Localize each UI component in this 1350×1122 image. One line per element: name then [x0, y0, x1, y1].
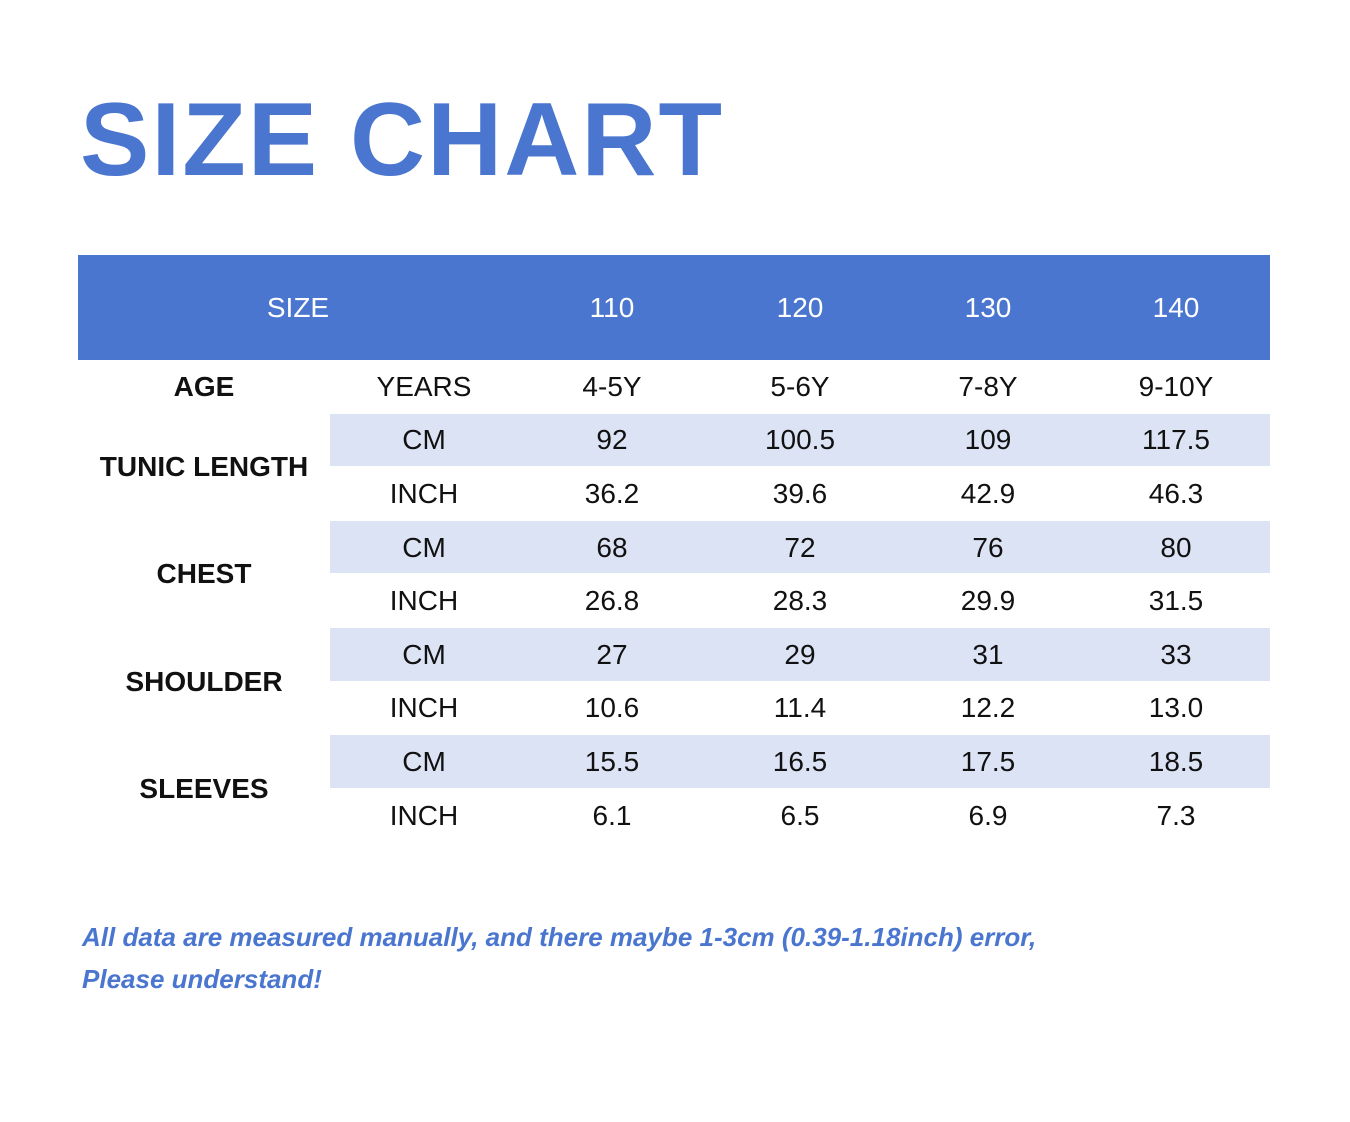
value-cell: 18.5 — [1148, 745, 1204, 777]
value-cell: 6.5 — [780, 799, 820, 831]
value-cell: 33 — [1160, 638, 1192, 670]
header-cell: 110 — [589, 291, 635, 323]
unit-cell: INCH — [389, 799, 459, 831]
unit-cell: CM — [402, 531, 446, 563]
value-cell: 15.5 — [584, 745, 640, 777]
unit-cell: CM — [402, 424, 446, 456]
row-shade — [330, 413, 1270, 467]
value-cell: 6.1 — [592, 799, 632, 831]
row-shade — [330, 735, 1270, 788]
value-cell: 109 — [964, 424, 1012, 456]
header-cell: 130 — [964, 291, 1012, 323]
value-cell: 42.9 — [960, 477, 1016, 509]
value-cell: 76 — [972, 531, 1004, 563]
row-label: SLEEVES — [139, 772, 269, 804]
value-cell: 17.5 — [960, 745, 1016, 777]
value-cell: 31.5 — [1148, 585, 1204, 617]
unit-cell: CM — [402, 745, 446, 777]
value-cell: 7.3 — [1156, 799, 1196, 831]
value-cell: 9-10Y — [1138, 370, 1214, 402]
value-cell: 100.5 — [764, 424, 836, 456]
row-shade — [330, 520, 1270, 574]
value-cell: 27 — [596, 638, 628, 670]
value-cell: 46.3 — [1148, 477, 1204, 509]
value-cell: 72 — [784, 531, 816, 563]
value-cell: 28.3 — [772, 585, 828, 617]
unit-cell: INCH — [389, 692, 459, 724]
value-cell: 6.9 — [968, 799, 1008, 831]
row-label: CHEST — [156, 558, 252, 590]
unit-cell: YEARS — [376, 370, 472, 402]
value-cell: 29 — [784, 638, 816, 670]
value-cell: 13.0 — [1148, 692, 1204, 724]
unit-cell: INCH — [389, 477, 459, 509]
header-cell: 120 — [776, 291, 824, 323]
value-cell: 31 — [972, 638, 1004, 670]
note-line: All data are measured manually, and ther… — [82, 922, 1037, 952]
value-cell: 12.2 — [960, 692, 1016, 724]
value-cell: 36.2 — [584, 477, 640, 509]
table-header — [78, 255, 1270, 360]
value-cell: 5-6Y — [770, 370, 830, 402]
unit-cell: INCH — [389, 585, 459, 617]
row-label: AGE — [173, 370, 235, 402]
header-cell: 140 — [1152, 291, 1200, 323]
row-label: SHOULDER — [125, 665, 283, 697]
note-line: Please understand! — [82, 964, 322, 994]
value-cell: 7-8Y — [958, 370, 1018, 402]
value-cell: 68 — [596, 531, 628, 563]
value-cell: 10.6 — [584, 692, 640, 724]
row-label: TUNIC LENGTH — [99, 451, 309, 483]
title: SIZE CHART — [80, 82, 724, 198]
value-cell: 16.5 — [772, 745, 828, 777]
value-cell: 117.5 — [1142, 424, 1210, 456]
header-cell: SIZE — [266, 291, 330, 323]
value-cell: 26.8 — [584, 585, 640, 617]
value-cell: 29.9 — [960, 585, 1016, 617]
value-cell: 11.4 — [773, 692, 827, 724]
value-cell: 80 — [1160, 531, 1192, 563]
unit-cell: CM — [402, 638, 446, 670]
value-cell: 39.6 — [772, 477, 828, 509]
value-cell: 92 — [596, 424, 628, 456]
value-cell: 4-5Y — [582, 370, 642, 402]
row-shade — [330, 628, 1270, 681]
